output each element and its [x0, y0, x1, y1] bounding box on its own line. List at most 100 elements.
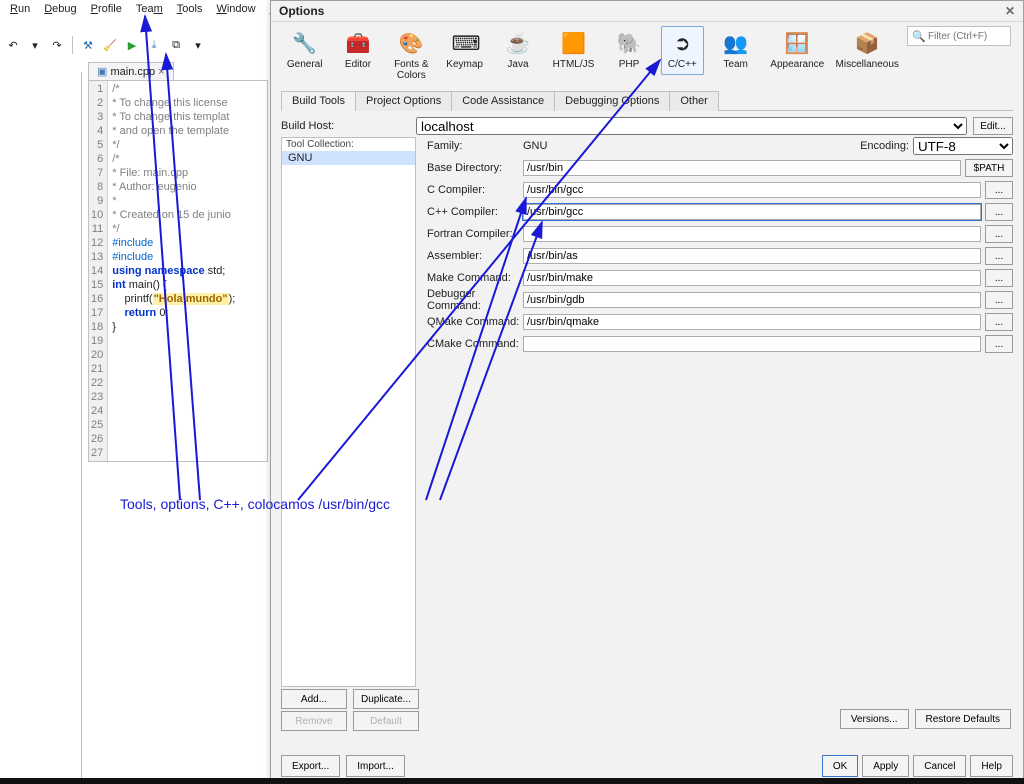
filter-search[interactable]: 🔍	[907, 26, 1011, 46]
cpp-file-icon: ▣	[97, 66, 107, 78]
c-compiler-browse-button[interactable]: ...	[985, 181, 1013, 199]
run-icon[interactable]: ▶	[123, 36, 141, 54]
category-editor[interactable]: 🧰Editor	[336, 26, 379, 75]
tab-other[interactable]: Other	[669, 91, 719, 111]
cancel-button[interactable]: Cancel	[913, 755, 966, 777]
c++-compiler-label: C++ Compiler:	[427, 206, 523, 218]
tool-collection-item[interactable]: GNU	[282, 151, 415, 165]
cmake-command-input[interactable]	[523, 336, 981, 352]
category-miscellaneous[interactable]: 📦Miscellaneous	[837, 26, 897, 75]
close-icon[interactable]: ✕	[1005, 4, 1015, 18]
dialog-title: Options	[279, 4, 324, 18]
java-cup-icon: ☕	[505, 31, 531, 57]
encoding-label: Encoding:	[860, 140, 909, 152]
category-label: General	[287, 59, 323, 70]
fortran-compiler-browse-button[interactable]: ...	[985, 225, 1013, 243]
category-php[interactable]: 🐘PHP	[607, 26, 650, 75]
category-appearance[interactable]: 🪟Appearance	[767, 26, 827, 75]
tool-collection-list[interactable]: Tool Collection: GNU	[281, 137, 416, 687]
assembler-label: Assembler:	[427, 250, 523, 262]
buildhost-select[interactable]: localhost	[416, 117, 967, 135]
cpp-icon: ➲	[669, 31, 695, 57]
category-keymap[interactable]: ⌨Keymap	[443, 26, 486, 75]
fortran-compiler-input[interactable]	[523, 226, 981, 242]
c-compiler-input[interactable]	[523, 182, 981, 198]
menu-window[interactable]: Window	[210, 1, 261, 17]
tab-build-tools[interactable]: Build Tools	[281, 91, 356, 111]
import-button[interactable]: Import...	[346, 755, 405, 777]
filter-input[interactable]	[926, 30, 1006, 43]
keyboard-icon: ⌨	[452, 31, 478, 57]
tab-project-options[interactable]: Project Options	[355, 91, 452, 111]
category-general[interactable]: 🔧 General	[283, 26, 326, 75]
path-button[interactable]: $PATH	[965, 159, 1013, 177]
default-button[interactable]: Default	[353, 711, 419, 731]
separator	[72, 36, 73, 54]
tab-code-assistance[interactable]: Code Assistance	[451, 91, 555, 111]
undo-dd-icon[interactable]: ▾	[26, 36, 44, 54]
restore-defaults-button[interactable]: Restore Defaults	[915, 709, 1011, 729]
tab-debugging-options[interactable]: Debugging Options	[554, 91, 670, 111]
category-c-c-[interactable]: ➲ C/C++	[661, 26, 704, 75]
category-row: 🔧 General 🧰Editor 🎨Fonts & Colors⌨Keymap☕Ja…	[271, 22, 1023, 86]
make-command-label: Make Command:	[427, 272, 523, 284]
fortran-compiler-label: Fortran Compiler:	[427, 228, 523, 240]
status-bar	[0, 778, 1024, 784]
menu-team[interactable]: Team	[130, 1, 169, 17]
category-fonts-colors[interactable]: 🎨Fonts & Colors	[390, 26, 433, 86]
build-icon[interactable]: ⚒	[79, 36, 97, 54]
category-label: Miscellaneous	[836, 59, 899, 70]
build-tools-form: Build Host: localhost Edit... Tool Colle…	[281, 117, 1013, 731]
debug-icon[interactable]: ⤓	[145, 36, 163, 54]
editor-tab-main[interactable]: ▣ main.cpp ×	[88, 62, 174, 80]
assembler-browse-button[interactable]: ...	[985, 247, 1013, 265]
category-java[interactable]: ☕Java	[496, 26, 539, 75]
make-command-browse-button[interactable]: ...	[985, 269, 1013, 287]
undo-icon[interactable]: ↶	[4, 36, 22, 54]
help-button[interactable]: Help	[970, 755, 1013, 777]
ok-button[interactable]: OK	[822, 755, 858, 777]
versions-button[interactable]: Versions...	[840, 709, 909, 729]
main-toolbar: ↶ ▾ ↷ ⚒ 🧹 ▶ ⤓ ⧉ ▾	[4, 36, 207, 54]
debugger-command-input[interactable]	[523, 292, 981, 308]
debugger-command-browse-button[interactable]: ...	[985, 291, 1013, 309]
code-area[interactable]: /* * To change this license * To change …	[108, 81, 239, 461]
qmake-command-input[interactable]	[523, 314, 981, 330]
clean-icon[interactable]: 🧹	[101, 36, 119, 54]
debugger-command-label: Debugger Command:	[427, 288, 523, 312]
cmake-command-browse-button[interactable]: ...	[985, 335, 1013, 353]
duplicate-button[interactable]: Duplicate...	[353, 689, 419, 709]
base-directory-input[interactable]	[523, 160, 961, 176]
remove-button[interactable]: Remove	[281, 711, 347, 731]
edit-button[interactable]: Edit...	[973, 117, 1013, 135]
c++-compiler-input[interactable]	[523, 204, 981, 220]
apply-button[interactable]: Apply	[862, 755, 909, 777]
tab-close-icon[interactable]: ×	[158, 66, 164, 78]
c++-compiler-browse-button[interactable]: ...	[985, 203, 1013, 221]
redo-icon[interactable]: ↷	[48, 36, 66, 54]
buildhost-label: Build Host:	[281, 120, 416, 132]
category-label: C/C++	[668, 59, 697, 70]
options-dialog: Options ✕ 🔧 General 🧰Editor 🎨Fonts & Colors…	[270, 0, 1024, 784]
make-command-input[interactable]	[523, 270, 981, 286]
menu-run[interactable]: Run	[4, 1, 36, 17]
family-label: Family:	[427, 140, 523, 152]
export-button[interactable]: Export...	[281, 755, 340, 777]
wrench-gear-icon: 🔧	[292, 31, 318, 57]
team-icon: 👥	[723, 31, 749, 57]
profile-icon[interactable]: ⧉	[167, 36, 185, 54]
menu-tools[interactable]: Tools	[171, 1, 209, 17]
category-html-js[interactable]: 🟧HTML/JS	[550, 26, 598, 75]
menu-profile[interactable]: Profile	[85, 1, 128, 17]
more-icon[interactable]: ▾	[189, 36, 207, 54]
search-icon: 🔍	[912, 30, 926, 43]
menu-debug[interactable]: Debug	[38, 1, 82, 17]
assembler-input[interactable]	[523, 248, 981, 264]
cmake-command-label: CMake Command:	[427, 338, 523, 350]
add-button[interactable]: Add...	[281, 689, 347, 709]
tool-collection-label: Tool Collection:	[282, 138, 415, 151]
encoding-select[interactable]: UTF-8	[913, 137, 1013, 155]
category-label: HTML/JS	[553, 59, 595, 70]
category-team[interactable]: 👥Team	[714, 26, 757, 75]
qmake-command-browse-button[interactable]: ...	[985, 313, 1013, 331]
